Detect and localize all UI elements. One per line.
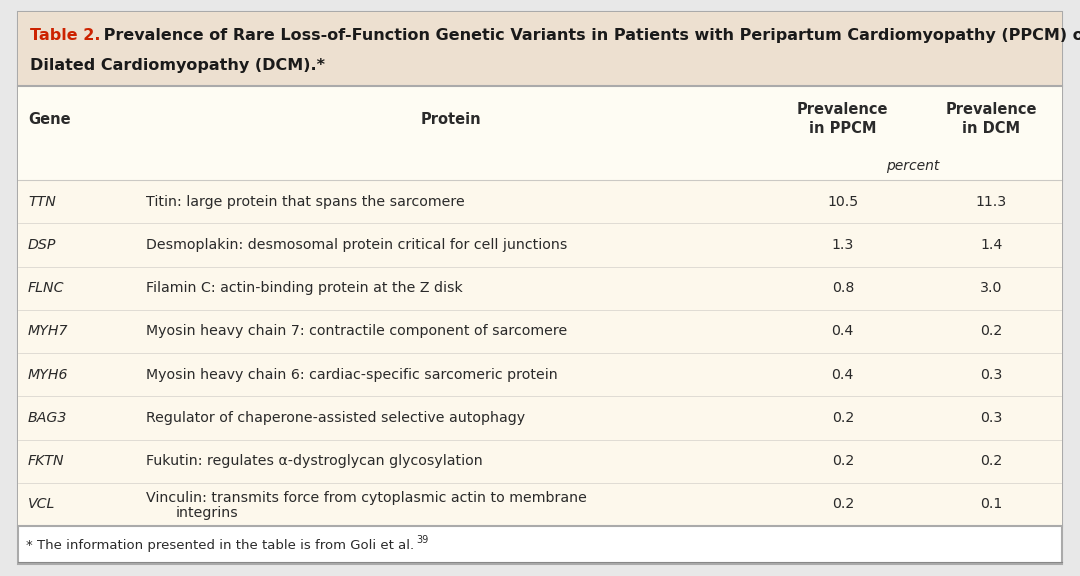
Bar — [18, 439, 1062, 483]
Text: 11.3: 11.3 — [976, 195, 1008, 209]
Bar — [18, 396, 1062, 439]
Text: 0.3: 0.3 — [981, 411, 1002, 425]
Text: TTN: TTN — [28, 195, 56, 209]
Text: 1.4: 1.4 — [981, 238, 1002, 252]
Text: Desmoplakin: desmosomal protein critical for cell junctions: Desmoplakin: desmosomal protein critical… — [146, 238, 567, 252]
Text: Filamin C: actin-binding protein at the Z disk: Filamin C: actin-binding protein at the … — [146, 281, 463, 295]
Text: 0.1: 0.1 — [981, 497, 1002, 511]
Text: 3.0: 3.0 — [981, 281, 1002, 295]
Bar — [18, 353, 1062, 396]
Bar — [18, 223, 1062, 267]
Text: DSP: DSP — [28, 238, 56, 252]
Bar — [18, 12, 1062, 86]
Text: Prevalence of Rare Loss-of-Function Genetic Variants in Patients with Peripartum: Prevalence of Rare Loss-of-Function Gene… — [98, 28, 1080, 43]
Text: 0.2: 0.2 — [981, 454, 1002, 468]
Text: 0.3: 0.3 — [981, 367, 1002, 382]
Text: Titin: large protein that spans the sarcomere: Titin: large protein that spans the sarc… — [146, 195, 464, 209]
Text: 0.2: 0.2 — [832, 454, 854, 468]
Text: Regulator of chaperone-assisted selective autophagy: Regulator of chaperone-assisted selectiv… — [146, 411, 525, 425]
Text: Prevalence
in PPCM: Prevalence in PPCM — [797, 102, 889, 136]
Text: Protein: Protein — [421, 112, 482, 127]
Text: 10.5: 10.5 — [827, 195, 859, 209]
Text: BAG3: BAG3 — [28, 411, 67, 425]
Bar — [18, 483, 1062, 526]
Text: 0.2: 0.2 — [832, 411, 854, 425]
Bar — [18, 180, 1062, 223]
Text: percent: percent — [887, 159, 940, 173]
Text: integrins: integrins — [176, 506, 239, 520]
Bar — [18, 86, 1062, 526]
Text: 0.2: 0.2 — [832, 497, 854, 511]
Text: Myosin heavy chain 7: contractile component of sarcomere: Myosin heavy chain 7: contractile compon… — [146, 324, 567, 338]
Text: Table 2.: Table 2. — [30, 28, 100, 43]
Bar — [18, 267, 1062, 310]
Bar — [18, 310, 1062, 353]
Text: 0.4: 0.4 — [832, 367, 854, 382]
Text: MYH7: MYH7 — [28, 324, 68, 338]
Text: Myosin heavy chain 6: cardiac-specific sarcomeric protein: Myosin heavy chain 6: cardiac-specific s… — [146, 367, 557, 382]
Text: * The information presented in the table is from Goli et al.: * The information presented in the table… — [26, 539, 414, 551]
Text: 39: 39 — [416, 535, 429, 545]
Text: Vinculin: transmits force from cytoplasmic actin to membrane: Vinculin: transmits force from cytoplasm… — [146, 491, 586, 505]
Text: FKTN: FKTN — [28, 454, 65, 468]
Text: 1.3: 1.3 — [832, 238, 854, 252]
Text: Gene: Gene — [28, 112, 70, 127]
Text: 0.8: 0.8 — [832, 281, 854, 295]
Text: VCL: VCL — [28, 497, 55, 511]
Text: FLNC: FLNC — [28, 281, 65, 295]
Text: 0.4: 0.4 — [832, 324, 854, 338]
Text: 0.2: 0.2 — [981, 324, 1002, 338]
Text: MYH6: MYH6 — [28, 367, 68, 382]
Text: Fukutin: regulates α-dystroglycan glycosylation: Fukutin: regulates α-dystroglycan glycos… — [146, 454, 483, 468]
Text: Dilated Cardiomyopathy (DCM).*: Dilated Cardiomyopathy (DCM).* — [30, 58, 325, 73]
Text: Prevalence
in DCM: Prevalence in DCM — [946, 102, 1037, 136]
